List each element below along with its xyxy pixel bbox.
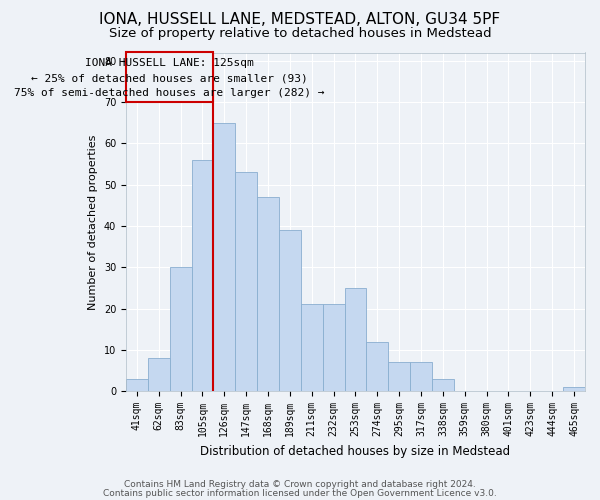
Text: Size of property relative to detached houses in Medstead: Size of property relative to detached ho… <box>109 28 491 40</box>
Bar <box>235 172 257 391</box>
Text: Contains HM Land Registry data © Crown copyright and database right 2024.: Contains HM Land Registry data © Crown c… <box>124 480 476 489</box>
Y-axis label: Number of detached properties: Number of detached properties <box>88 134 98 310</box>
Bar <box>279 230 301 391</box>
X-axis label: Distribution of detached houses by size in Medstead: Distribution of detached houses by size … <box>200 444 511 458</box>
Bar <box>563 387 585 391</box>
Bar <box>344 288 367 391</box>
Bar <box>367 342 388 391</box>
Text: Contains public sector information licensed under the Open Government Licence v3: Contains public sector information licen… <box>103 488 497 498</box>
Bar <box>410 362 432 391</box>
Text: 75% of semi-detached houses are larger (282) →: 75% of semi-detached houses are larger (… <box>14 88 325 98</box>
Bar <box>170 268 191 391</box>
Bar <box>191 160 214 391</box>
Text: IONA, HUSSELL LANE, MEDSTEAD, ALTON, GU34 5PF: IONA, HUSSELL LANE, MEDSTEAD, ALTON, GU3… <box>100 12 500 28</box>
Bar <box>301 304 323 391</box>
Bar <box>257 197 279 391</box>
Bar <box>432 379 454 391</box>
FancyBboxPatch shape <box>126 52 214 102</box>
Bar <box>148 358 170 391</box>
Text: ← 25% of detached houses are smaller (93): ← 25% of detached houses are smaller (93… <box>31 73 308 83</box>
Bar <box>388 362 410 391</box>
Text: IONA HUSSELL LANE: 125sqm: IONA HUSSELL LANE: 125sqm <box>85 58 254 68</box>
Bar <box>126 379 148 391</box>
Bar <box>214 122 235 391</box>
Bar <box>323 304 344 391</box>
